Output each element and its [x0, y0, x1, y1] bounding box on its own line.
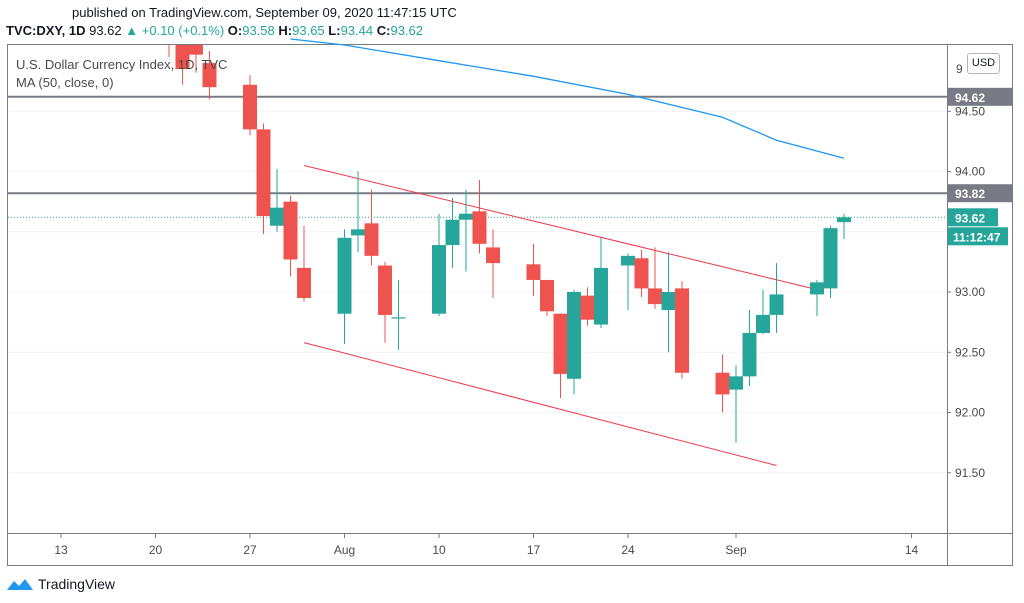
price-change: +0.10 (+0.1%): [141, 23, 225, 38]
candle-body: [391, 317, 406, 319]
candle-body: [810, 282, 824, 295]
x-tick-label: Sep: [725, 543, 747, 557]
candle-body: [162, 21, 176, 33]
candle-body: [634, 258, 649, 289]
last-price: 93.62: [89, 23, 122, 38]
high-label: H:: [278, 23, 293, 38]
candle-body: [283, 201, 298, 260]
tradingview-logo-icon: [7, 579, 33, 590]
x-tick-label: 24: [621, 543, 635, 557]
open-label: O:: [227, 23, 243, 38]
last-price-tag: [948, 208, 998, 227]
candle-body: [297, 267, 311, 299]
candle-body: [837, 217, 851, 223]
chart-frame: [7, 44, 1013, 566]
candle-body: [675, 288, 689, 373]
price-labels: 94.62 93.82 93.62 11:12:47: [948, 87, 1012, 246]
candle-body: [364, 223, 379, 256]
x-tick-label: Aug: [334, 543, 355, 557]
indicator-label[interactable]: MA (50, close, 0): [16, 75, 114, 90]
tradingview-brand: TradingView: [38, 576, 116, 592]
candle-body: [189, 45, 203, 55]
symbol-label: TVC:DXY, 1D: [6, 23, 86, 38]
candles: [162, 21, 851, 443]
currency-button[interactable]: USD: [967, 53, 1000, 74]
open-value: 93.58: [242, 23, 275, 38]
countdown-label: 11:12:47: [953, 230, 1001, 244]
x-tick-label: 20: [149, 543, 163, 557]
candle-body: [567, 292, 581, 379]
candle-body: [459, 213, 473, 220]
y-tick-label: 93.00: [955, 285, 985, 299]
time-axis[interactable]: 13 20 27 Aug 10 17 24 Sep 14: [54, 533, 918, 557]
candle-body: [526, 264, 541, 280]
x-tick-label: 10: [432, 543, 446, 557]
low-label: L:: [328, 23, 341, 38]
candle-body: [648, 288, 662, 305]
candle-body: [243, 84, 257, 130]
candle-body: [729, 376, 743, 390]
channel-upper: [303, 165, 818, 291]
x-tick-label: 13: [54, 543, 68, 557]
y-tick-label: 94.50: [955, 104, 985, 118]
level-price-tag: [948, 87, 1012, 106]
candle-body: [540, 279, 554, 312]
channel-lower: [303, 342, 777, 467]
candle-body: [594, 267, 608, 325]
candle-body: [742, 332, 757, 377]
channel-lines: [303, 165, 818, 467]
moving-average: [290, 38, 845, 159]
candle-body: [769, 294, 784, 315]
candle-body: [432, 245, 446, 314]
up-arrow-icon: ▲: [125, 23, 139, 38]
y-tick-label: 92.50: [955, 345, 985, 359]
y-tick-label: 92.00: [955, 406, 985, 420]
candle-body: [337, 237, 352, 314]
candle-body: [553, 313, 568, 374]
candle-body: [256, 129, 271, 217]
close-value: 93.62: [390, 23, 424, 38]
close-label: C:: [376, 23, 391, 38]
level-price-label: 93.82: [955, 187, 985, 201]
candle-body: [202, 63, 217, 88]
candle-body: [486, 247, 500, 264]
level-price-tag: [948, 184, 1012, 203]
price-axis[interactable]: 91.50 92.00 92.50 93.00 94.00 94.50 9: [947, 62, 985, 480]
candle-body: [823, 228, 838, 289]
footer: TradingView: [6, 574, 115, 594]
low-value: 93.44: [340, 23, 374, 38]
last-price-label: 93.62: [955, 211, 985, 225]
y-tick-label: 9: [956, 62, 963, 76]
candle-body: [270, 207, 284, 226]
level-price-label: 94.62: [955, 91, 985, 105]
candle-body: [715, 372, 730, 395]
chart-title: U.S. Dollar Currency Index, 1D, TVC: [16, 57, 228, 72]
candle-body: [378, 265, 392, 315]
x-tick-label: 14: [905, 543, 919, 557]
candle-group: [162, 21, 851, 443]
x-tick-label: 17: [527, 543, 541, 557]
y-tick-label: 94.00: [955, 165, 985, 179]
candle-body: [756, 314, 770, 333]
horizontal-levels: [8, 95, 947, 218]
candle-body: [621, 255, 635, 266]
candle-body: [580, 295, 595, 320]
high-value: 93.65: [292, 23, 325, 38]
ma50-line: [290, 38, 845, 159]
grid: [8, 110, 947, 474]
candle-body: [175, 45, 190, 70]
candle-body: [445, 219, 460, 246]
candle-body: [351, 229, 365, 236]
quote-line: TVC:DXY, 1D 93.62 ▲ +0.10 (+0.1%) O:93.5…: [6, 23, 423, 38]
candle-body: [661, 292, 676, 311]
y-tick-label: 91.50: [955, 466, 985, 480]
candle-body: [472, 211, 487, 244]
countdown-tag: [948, 227, 1008, 246]
published-note: published on TradingView.com, September …: [72, 5, 457, 20]
x-tick-label: 27: [243, 543, 257, 557]
